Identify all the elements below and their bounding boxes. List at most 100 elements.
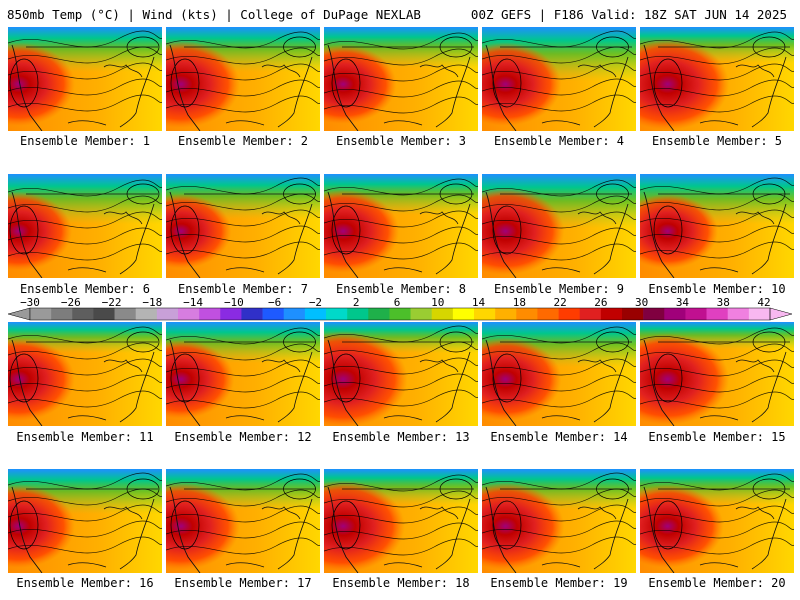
trough-contour xyxy=(752,478,786,500)
height-contour xyxy=(324,64,478,82)
colorbar-tick-label: 30 xyxy=(635,296,649,309)
height-contour xyxy=(8,30,162,48)
ridge-contour xyxy=(653,353,683,403)
east-coastline xyxy=(119,56,155,128)
gulf-coastline xyxy=(225,562,265,568)
colorbar-segment xyxy=(474,308,496,320)
great-lakes-outline xyxy=(735,506,775,520)
west-coastline xyxy=(169,339,201,426)
ensemble-panel-19 xyxy=(482,469,636,573)
height-contour xyxy=(324,178,478,196)
height-contour xyxy=(482,520,636,538)
heat-dome-field xyxy=(166,174,286,278)
colorbar-segment xyxy=(30,308,52,320)
ensemble-panel-7 xyxy=(166,174,320,278)
great-lakes-outline xyxy=(261,359,301,373)
height-contour xyxy=(8,46,162,64)
heat-dome-field xyxy=(8,322,128,426)
east-coastline xyxy=(435,56,471,128)
trough-contour xyxy=(283,183,316,205)
ensemble-member-label: Ensemble Member: 3 xyxy=(335,134,467,148)
ensemble-panel-20 xyxy=(640,469,794,573)
ridge-contour xyxy=(653,205,683,255)
colorbar-segment xyxy=(622,308,644,320)
height-contour xyxy=(8,211,162,229)
heat-dome-field xyxy=(640,174,760,278)
trough-contour xyxy=(126,478,160,500)
ensemble-member-label: Ensemble Member: 13 xyxy=(332,430,470,444)
colorbar-tick-label: 34 xyxy=(675,296,690,309)
ensemble-member-label: Ensemble Member: 4 xyxy=(493,134,625,148)
colorbar-segment xyxy=(135,308,158,320)
colorbar-segment xyxy=(410,308,433,320)
great-lakes-outline xyxy=(419,64,459,78)
trough-contour xyxy=(596,331,629,353)
height-contour xyxy=(324,373,478,391)
ensemble-panel-1 xyxy=(8,27,162,131)
colorbar-segment xyxy=(748,308,771,320)
ridge-contour xyxy=(492,353,522,403)
colorbar-segment xyxy=(516,308,538,320)
height-contour xyxy=(482,374,636,392)
height-contour xyxy=(166,95,320,113)
west-coastline xyxy=(11,44,43,131)
west-coastline xyxy=(643,44,675,131)
ensemble-member-label: Ensemble Member: 8 xyxy=(335,282,467,296)
ensemble-panel-18 xyxy=(324,469,478,573)
height-contour xyxy=(166,521,320,539)
great-lakes-outline xyxy=(103,359,143,373)
east-coastline xyxy=(593,56,629,128)
height-contour xyxy=(324,325,478,343)
height-contour xyxy=(324,226,478,244)
great-lakes-outline xyxy=(103,506,143,520)
ensemble-panel-17 xyxy=(166,469,320,573)
ensemble-panel-14 xyxy=(482,322,636,426)
colorbar-segment xyxy=(664,308,686,320)
gulf-coastline xyxy=(541,415,581,421)
ridge-contour xyxy=(492,205,522,255)
colorbar-tick-label: −30 xyxy=(20,296,40,309)
ensemble-panel-15 xyxy=(640,322,794,426)
gulf-coastline xyxy=(383,267,423,273)
great-lakes-outline xyxy=(261,64,301,78)
height-contour xyxy=(640,375,794,393)
east-coastline xyxy=(751,203,787,275)
colorbar-segment xyxy=(220,308,242,320)
height-contour xyxy=(8,488,162,506)
height-contour xyxy=(8,374,162,392)
east-coastline xyxy=(593,203,629,275)
trough-contour xyxy=(439,183,473,205)
trough-contour xyxy=(126,331,160,353)
ridge-contour xyxy=(9,500,39,550)
height-contour xyxy=(482,358,636,376)
height-contour xyxy=(482,342,636,360)
colorbar-segment xyxy=(643,308,665,320)
height-contour xyxy=(482,227,636,245)
heat-dome-field xyxy=(8,27,128,131)
ensemble-member-label: Ensemble Member: 14 xyxy=(490,430,628,444)
great-lakes-outline xyxy=(735,359,775,373)
height-contour xyxy=(482,46,636,64)
height-contour xyxy=(640,241,794,259)
colorbar-segment xyxy=(241,308,263,320)
colorbar-segment xyxy=(178,308,200,320)
height-contour xyxy=(640,63,794,81)
colorbar-segment xyxy=(452,308,475,320)
trough-contour xyxy=(439,331,473,353)
east-coastline xyxy=(751,498,787,570)
gulf-coastline xyxy=(699,562,739,568)
trough-contour xyxy=(439,36,473,58)
height-contour xyxy=(324,357,478,375)
colorbar-tick-label: −10 xyxy=(223,296,244,309)
height-contour xyxy=(166,47,320,65)
heat-dome-field xyxy=(482,322,602,426)
height-contour xyxy=(324,522,478,540)
colorbar-segment xyxy=(304,308,327,320)
colorbar-tick-label: 26 xyxy=(594,296,608,309)
colorbar-segment xyxy=(727,308,750,320)
ensemble-panel-11 xyxy=(8,322,162,426)
ridge-contour xyxy=(653,58,683,108)
heat-dome-field xyxy=(324,322,444,426)
colorbar-segment xyxy=(537,308,559,320)
gulf-coastline xyxy=(699,415,739,421)
